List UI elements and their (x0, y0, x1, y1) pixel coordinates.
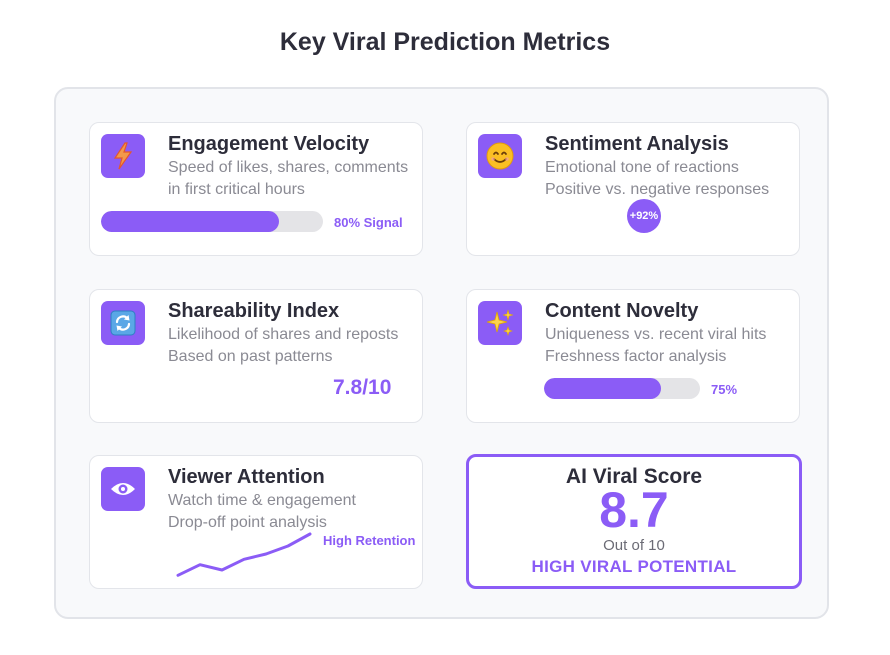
card-description: Likelihood of shares and reposts (168, 326, 399, 343)
engagement-progress-fill (101, 211, 279, 232)
refresh-arrows-icon (101, 301, 145, 345)
smiling-face-icon (478, 134, 522, 178)
card-title: Viewer Attention (168, 466, 325, 488)
card-title: Shareability Index (168, 300, 340, 322)
card-description: Watch time & engagement (168, 492, 356, 509)
engagement-signal-label: 80% Signal (334, 215, 403, 230)
retention-label: High Retention (323, 533, 416, 548)
card-description: Uniqueness vs. recent viral hits (545, 326, 767, 343)
card-description-detail: Based on past patterns (168, 348, 333, 365)
card-description-detail: Drop-off point analysis (168, 514, 327, 531)
ai-score-title: AI Viral Score (565, 465, 703, 488)
retention-trend-line (176, 532, 312, 577)
card-description-detail: Positive vs. negative responses (545, 181, 770, 198)
ai-score-scale: Out of 10 (603, 537, 665, 554)
shareability-index-card: Shareability Index Likelihood of shares … (89, 289, 423, 423)
sparkles-icon (478, 301, 522, 345)
metrics-panel: Engagement Velocity Speed of likes, shar… (54, 87, 829, 619)
viewer-attention-card: Viewer Attention Watch time & engagement… (89, 455, 423, 589)
card-description-detail: Freshness factor analysis (545, 348, 727, 365)
shareability-score: 7.8/10 (333, 376, 392, 399)
engagement-velocity-card: Engagement Velocity Speed of likes, shar… (89, 122, 423, 256)
ai-viral-score-card: AI Viral Score 8.7 Out of 10 HIGH VIRAL … (466, 454, 802, 589)
card-title: Content Novelty (545, 300, 699, 322)
novelty-progress-bar (544, 378, 700, 399)
novelty-percent-label: 75% (711, 382, 738, 397)
card-description: Speed of likes, shares, comments (168, 159, 409, 176)
lightning-bolt-icon (101, 134, 145, 178)
ai-score-value: 8.7 (599, 482, 669, 538)
engagement-progress-bar (101, 211, 323, 232)
sentiment-badge: +92% (627, 199, 661, 233)
content-novelty-card: Content Novelty Uniqueness vs. recent vi… (466, 289, 800, 423)
card-description: Emotional tone of reactions (545, 159, 739, 176)
novelty-progress-fill (544, 378, 661, 399)
sentiment-analysis-card: Sentiment Analysis Emotional tone of rea… (466, 122, 800, 256)
ai-score-verdict: HIGH VIRAL POTENTIAL (531, 557, 737, 576)
page-title: Key Viral Prediction Metrics (279, 28, 611, 56)
card-title: Sentiment Analysis (545, 133, 729, 155)
card-description-detail: in first critical hours (168, 181, 305, 198)
eye-icon (101, 467, 145, 511)
card-title: Engagement Velocity (168, 133, 370, 155)
